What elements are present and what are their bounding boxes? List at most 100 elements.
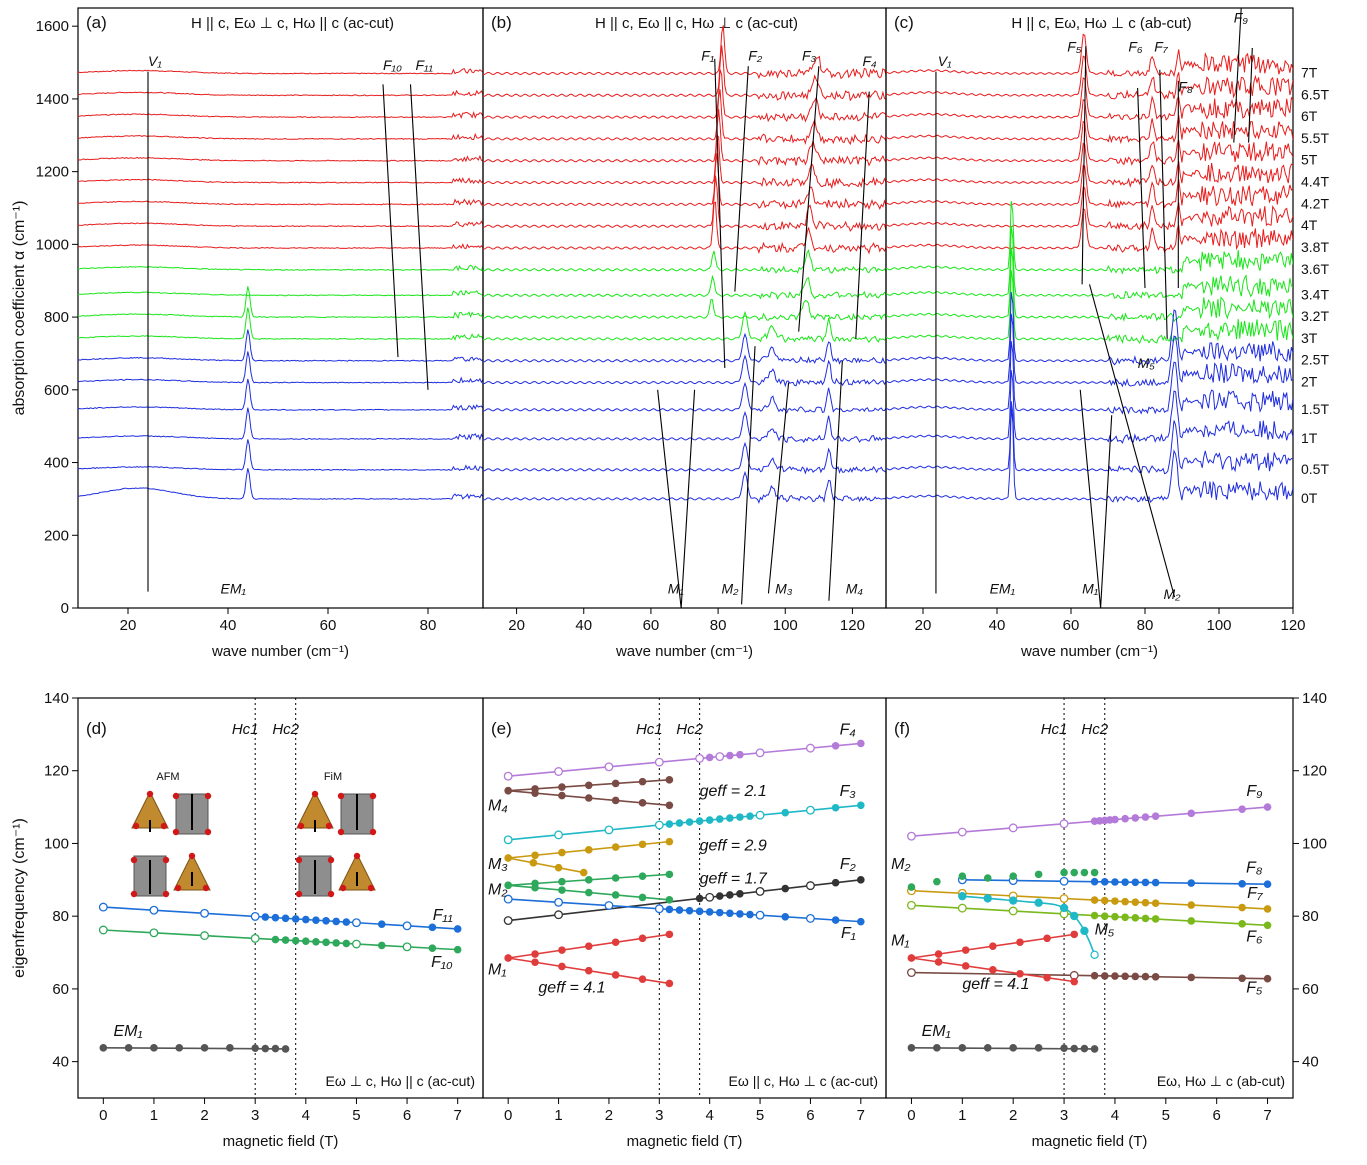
spectrum-line [886,270,1293,345]
data-point [781,884,790,893]
x-tick-label: 1 [958,1107,966,1124]
series-label: EM₁ [113,1023,142,1040]
series-e [503,894,865,926]
data-point [558,962,566,971]
y-tick-label: 400 [44,455,69,472]
data-point [736,910,744,918]
y-tick-label: 1600 [36,18,69,35]
data-point-open [705,892,715,902]
y-tick-label: 1400 [36,91,69,108]
data-point [933,1044,941,1052]
data-point [281,1045,290,1053]
series-e [503,801,865,845]
data-point [1034,1044,1043,1052]
x-tick-label: 120 [840,617,865,634]
data-point [665,905,674,914]
data-point-open [805,881,815,891]
guide-line [409,84,429,390]
data-point-open [1008,906,1018,916]
oxygen-atom [337,792,345,800]
data-point [1121,878,1129,886]
data-point [1131,914,1140,922]
y-tick-label: 1200 [36,164,69,181]
y-tick-label: 1000 [36,236,69,253]
field-label: 4.4T [1301,174,1329,190]
data-point [961,946,970,954]
spectrum-line [483,310,886,343]
critical-field-label: Hc2 [676,721,703,738]
critical-field-label: Hc2 [272,721,299,738]
y-tick-label: 80 [52,908,69,925]
data-point [726,814,734,822]
data-point [271,913,280,922]
x-axis-label: wave number (cm⁻¹) [1020,643,1158,660]
y-tick-label: 100 [44,835,69,852]
data-point-open [805,913,815,923]
y-tick-label: 100 [1302,835,1327,852]
data-point-open [351,918,361,928]
data-point [554,863,563,872]
data-point [1070,868,1079,877]
series-d [98,925,462,954]
spectrum-line [78,198,483,206]
series-e [504,837,674,877]
series-label: F₆ [1246,929,1263,946]
data-point [504,881,512,890]
peak-annotation: F₁₁ [416,57,434,73]
data-point [989,966,997,974]
data-point [150,1044,158,1052]
series-label: geff = 1.7 [700,870,768,887]
data-point [665,930,674,939]
guide-line [657,389,682,609]
field-label: 1T [1301,430,1318,446]
data-point [453,925,462,933]
fit-line [508,804,861,841]
fit-line [508,898,861,923]
series-e [504,870,674,904]
inset-label: AFM [156,771,179,783]
inset-FiM: FiM [295,771,377,898]
x-tick-label: 80 [710,617,727,634]
data-point [281,936,290,944]
data-point [428,944,437,953]
x-tick-label: 1 [554,1107,562,1124]
y-tick-label: 140 [44,690,69,707]
peak-annotation: F₁ [701,48,715,64]
spectrum-line [78,110,483,119]
field-label: 6.5T [1301,86,1329,102]
data-point [1100,896,1109,905]
data-point [1238,974,1246,983]
data-point [934,958,943,966]
x-tick-label: 0 [504,1107,512,1124]
data-point [726,751,734,760]
x-tick-label: 60 [320,617,337,634]
series-label: M₂ [488,881,507,898]
x-tick-label: 3 [655,1107,663,1124]
data-point [611,891,620,899]
series-label: F₄ [840,721,856,738]
data-point [611,938,620,947]
data-point [584,876,593,884]
data-point [831,803,840,812]
panel-label: (b) [491,13,512,32]
fit-line [103,906,458,930]
series-f [906,968,1272,983]
data-point [261,913,270,921]
x-tick-label: 7 [454,1107,462,1124]
data-point [1151,915,1160,923]
data-point [665,896,674,904]
data-point-open [554,767,564,776]
data-point-open [805,743,815,753]
series-f [907,930,1079,986]
data-point-open [402,942,412,952]
peak-annotation: M₅ [1138,355,1156,371]
field-label: 7T [1301,64,1318,80]
spectrum-line [886,248,1293,323]
series-label: geff = 2.1 [700,783,767,800]
spectrum-line [886,77,1293,121]
panel-label: (c) [894,13,914,32]
series-label: F₁₁ [433,907,453,924]
oxygen-atom [172,828,180,836]
series-f [907,1044,1099,1053]
x-tick-label: 0 [907,1107,915,1124]
